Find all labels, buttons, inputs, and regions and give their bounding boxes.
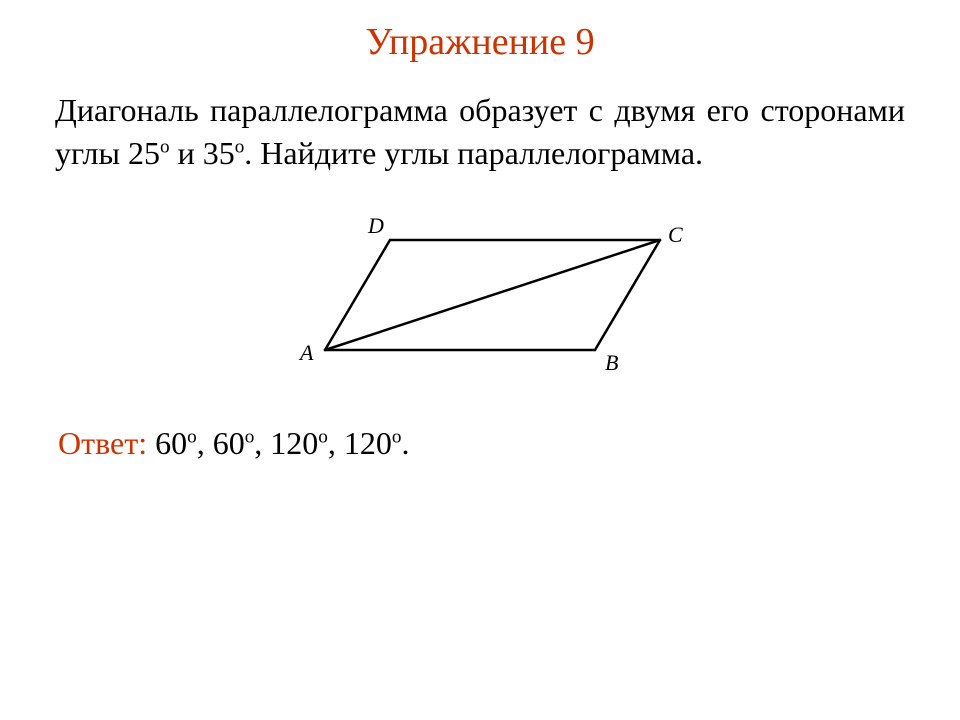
exercise-title: Упражнение 9 [0, 0, 960, 64]
answer-v3: 120 [270, 425, 318, 461]
answer-s2: о [245, 427, 255, 448]
parallelogram-diagram: A B C D [270, 200, 690, 385]
answer-v4: 120 [344, 425, 392, 461]
answer-end: . [401, 425, 409, 461]
problem-statement: Диагональ параллелограмма образует с дву… [0, 64, 960, 175]
problem-part2: и 35 [170, 135, 235, 171]
answer-sep3: , [328, 425, 344, 461]
degree-sup-2: о [235, 137, 245, 158]
diagram-container: A B C D [0, 200, 960, 390]
answer-label: Ответ: [58, 425, 147, 461]
answer-s1: о [187, 427, 197, 448]
problem-part3: . Найдите углы параллелограмма. [244, 135, 703, 171]
degree-sup-1: о [160, 137, 170, 158]
answer-values: 60о, 60о, 120о, 120о. [155, 425, 409, 461]
answer-sep1: , [197, 425, 213, 461]
answer-sep2: , [254, 425, 270, 461]
svg-text:C: C [668, 222, 683, 247]
svg-text:A: A [298, 340, 314, 365]
answer-line: Ответ: 60о, 60о, 120о, 120о. [0, 425, 960, 462]
svg-text:B: B [605, 350, 618, 375]
answer-s3: о [318, 427, 328, 448]
svg-text:D: D [367, 213, 384, 238]
answer-v1: 60 [155, 425, 187, 461]
answer-v2: 60 [213, 425, 245, 461]
